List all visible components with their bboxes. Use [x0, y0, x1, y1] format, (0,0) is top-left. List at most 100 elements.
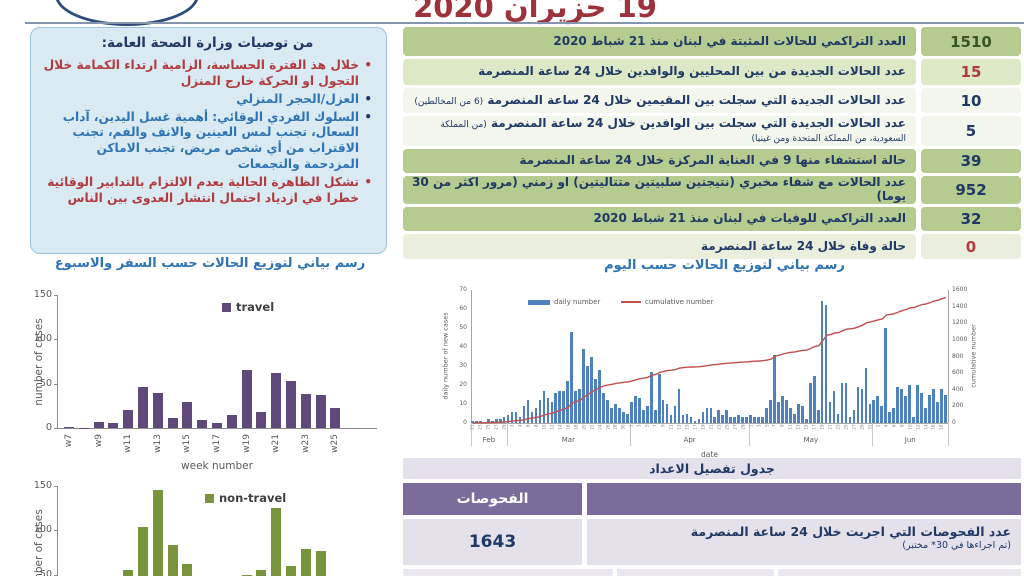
tests-header-empty-cell	[587, 483, 1021, 515]
daily-bar	[737, 415, 740, 423]
stat-label-main: العدد التراكمي للوفيات في لبنان منذ 21 ش…	[593, 211, 906, 226]
bar-w15	[182, 402, 193, 428]
bar-w19	[241, 370, 252, 428]
recommendation-text: السلوك الفردي الوقائي: أهمية غسل اليدين،…	[62, 109, 359, 172]
day-tick-label: 15	[803, 424, 809, 430]
bar-w23	[300, 548, 311, 576]
y-tick-label: 150	[33, 289, 52, 300]
bar-w9	[93, 421, 104, 428]
stat-value: 5	[921, 116, 1021, 146]
daily-bar	[478, 421, 482, 423]
daily-bar	[840, 383, 844, 423]
table-row: عدد الحالات الجديدة التي سجلت بين الوافد…	[403, 116, 1021, 146]
y-tick-left: 40	[459, 343, 467, 350]
y-tick-label: 100	[33, 333, 52, 345]
daily-bar	[749, 415, 752, 423]
y-tick-right: 1000	[952, 335, 968, 343]
stat-value: 1510	[921, 27, 1021, 56]
daily-bar	[486, 419, 490, 423]
day-tick-label: 2	[509, 424, 515, 428]
y-tick-label: 50	[39, 568, 52, 576]
day-tick-label: 5	[644, 424, 650, 428]
daily-bar	[852, 409, 856, 423]
bar-w25	[330, 408, 341, 428]
stat-label-text: حالة وفاة خلال 24 ساعة المنصرمة	[409, 239, 906, 254]
month-separator	[948, 423, 949, 446]
daily-bar	[673, 405, 677, 423]
bar-w7	[64, 427, 74, 428]
day-tick-label: 27	[851, 424, 857, 430]
daily-bar	[697, 419, 701, 423]
daily-bar	[820, 301, 824, 423]
daily-bar	[637, 398, 641, 423]
day-tick-label: 6	[525, 424, 531, 428]
daily-bar	[669, 415, 673, 423]
x-axis	[471, 423, 949, 424]
y-tick-label: 0	[45, 422, 52, 433]
bar-w14	[167, 544, 178, 576]
daily-bar	[936, 402, 939, 423]
y-tick-right: 0	[952, 419, 956, 426]
daily-bar	[471, 421, 474, 423]
day-tick-label: 17	[811, 424, 817, 430]
day-tick-label: 12	[549, 424, 555, 430]
y-tick-mark	[54, 574, 57, 576]
daily-bar	[781, 396, 784, 423]
next-row-partial	[403, 569, 613, 576]
day-tick-label: 16	[930, 424, 936, 430]
daily-bar	[494, 419, 498, 423]
bar-w21	[271, 373, 282, 428]
daily-bar	[876, 396, 880, 423]
daily-bar	[689, 417, 693, 423]
day-tick-label: 12	[915, 424, 921, 430]
daily-bar	[641, 409, 645, 423]
daily-bar	[816, 409, 820, 423]
day-tick-label: 20	[581, 424, 587, 430]
bar-w11	[123, 410, 134, 428]
day-tick-label: 23	[835, 424, 841, 430]
legend-cumulative-number: cumulative number	[621, 298, 713, 306]
y-tick-left: 20	[459, 381, 467, 388]
day-tick-label: 30	[620, 424, 626, 430]
y-tick-label: 100	[33, 524, 52, 536]
y-tick-mark	[54, 486, 57, 487]
stat-label-text: العدد التراكمي للوفيات في لبنان منذ 21 ش…	[409, 211, 906, 226]
travel-swatch-icon	[222, 302, 231, 312]
daily-bar	[745, 417, 748, 423]
bar-w24	[315, 550, 326, 576]
y-tick-left: 70	[459, 286, 467, 293]
stat-label-small: (6 من المخالطين)	[414, 96, 484, 107]
daily-bar	[792, 413, 796, 423]
tests-description: عدد الفحوصات التي اجريت خلال 24 ساعة الم…	[587, 519, 1021, 565]
daily-bar	[661, 400, 665, 423]
day-tick-label: 21	[708, 424, 714, 430]
daily-bar	[717, 409, 721, 423]
stat-label-main: عدد الحالات مع شفاء مخبري (نتيجتين سلبيت…	[412, 175, 906, 203]
stat-label: عدد الحالات الجديدة من بين المحليين والو…	[403, 59, 916, 85]
day-tick-label: 21	[827, 424, 833, 430]
table-row: حالة وفاة خلال 24 ساعة المنصرمة 0	[403, 234, 1021, 259]
table-row: العدد التراكمي للحالات المثبتة في لبنان …	[403, 27, 1021, 56]
legend-label: cumulative number	[645, 298, 714, 306]
stat-label: حالة استشفاء منها 9 في العناية المركزة خ…	[403, 149, 916, 173]
daily-bar	[626, 413, 629, 423]
daily-bar	[713, 417, 717, 423]
daily-bar	[896, 386, 899, 423]
stat-value: 10	[921, 88, 1021, 113]
daily-bar	[785, 400, 788, 423]
day-tick-label: 7	[771, 424, 777, 428]
table-row: حالة استشفاء منها 9 في العناية المركزة خ…	[403, 149, 1021, 173]
daily-bar	[892, 407, 896, 423]
day-tick-label: 6	[891, 424, 897, 428]
next-row-partial	[617, 569, 774, 576]
day-tick-label: 16	[565, 424, 571, 430]
day-tick-label: 5	[764, 424, 769, 428]
recommendations-box: من توصيات وزارة الصحة العامة: • خلال هذ ا…	[30, 27, 387, 254]
bar-w14	[167, 418, 178, 428]
y-tick-mark	[54, 295, 57, 296]
daily-bar	[868, 404, 872, 423]
bar-w15	[182, 564, 193, 576]
daily-bar	[614, 404, 617, 423]
day-tick-label: 19	[819, 424, 825, 430]
daily-bar	[725, 409, 729, 423]
